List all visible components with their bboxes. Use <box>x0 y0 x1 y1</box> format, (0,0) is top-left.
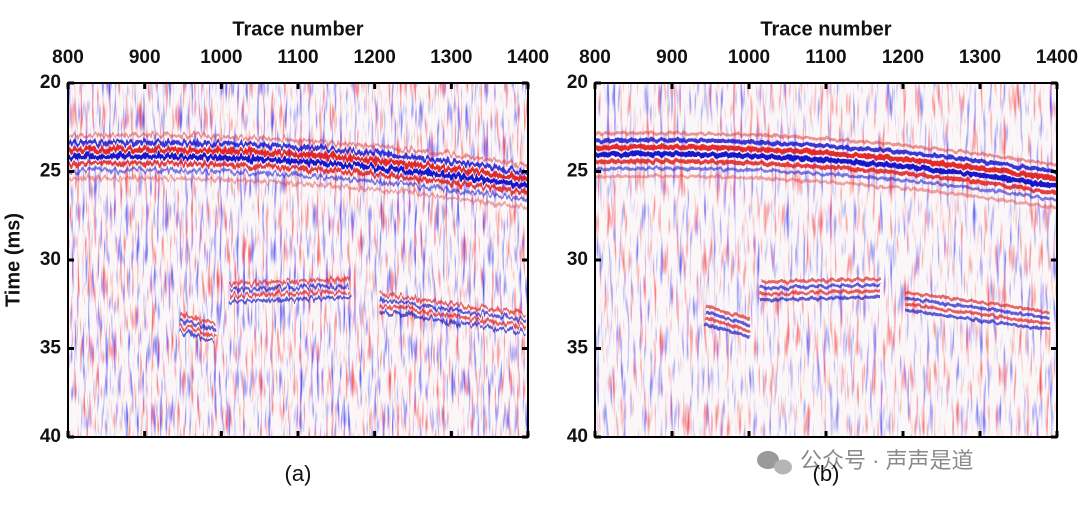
event <box>229 277 351 286</box>
seismic-image <box>68 83 528 437</box>
event <box>379 304 526 328</box>
y-tick-label: 40 <box>40 426 61 447</box>
x-tick-label: 1200 <box>882 47 924 68</box>
x-tick-label: 1400 <box>507 47 549 68</box>
event <box>229 289 351 298</box>
event <box>704 322 751 339</box>
event <box>759 289 881 296</box>
event <box>179 324 216 338</box>
watermark-icon <box>757 451 792 475</box>
event <box>759 295 881 302</box>
event <box>179 312 216 326</box>
event <box>229 295 351 304</box>
x-tick-label: 900 <box>656 47 688 68</box>
x-tick-label: 800 <box>52 47 84 68</box>
x-tick-label: 1400 <box>1036 47 1078 68</box>
x-axis-title: Trace number <box>232 18 363 40</box>
x-tick-label: 1000 <box>200 47 242 68</box>
y-tick-label: 25 <box>567 161 589 182</box>
reflector <box>68 161 528 196</box>
event <box>179 330 216 344</box>
reflector <box>595 131 1057 167</box>
x-tick-label: 1300 <box>430 47 472 68</box>
reflector <box>68 140 528 175</box>
event <box>759 277 881 284</box>
reflector <box>68 133 528 167</box>
x-tick-label: 1100 <box>805 47 846 68</box>
watermark: 公众号 · 声声是道 <box>800 448 974 473</box>
panel-label: (a) <box>285 461 312 486</box>
reflector <box>68 153 528 189</box>
reflector <box>595 151 1057 189</box>
x-axis-title: Trace number <box>760 18 891 40</box>
y-tick-label: 20 <box>40 72 61 93</box>
reflector <box>595 166 1057 202</box>
reflectors <box>68 133 528 344</box>
y-tick-label: 30 <box>567 249 588 270</box>
event <box>759 283 881 290</box>
event <box>179 318 216 332</box>
reflectors <box>595 131 1057 339</box>
reflector <box>595 144 1057 182</box>
reflector <box>68 146 528 182</box>
y-axis-title: Time (ms) <box>2 213 24 307</box>
event <box>379 310 526 334</box>
y-tick-label: 35 <box>40 338 62 359</box>
reflector <box>68 168 528 202</box>
x-tick-label: 800 <box>579 47 611 68</box>
reflector <box>595 138 1057 175</box>
event <box>904 302 1051 326</box>
reflector <box>68 176 528 210</box>
x-tick-label: 900 <box>129 47 161 68</box>
y-tick-label: 35 <box>567 338 589 359</box>
y-tick-label: 25 <box>40 161 62 182</box>
y-tick-label: 20 <box>567 72 588 93</box>
event <box>704 316 751 333</box>
y-tick-label: 40 <box>567 426 588 447</box>
x-tick-label: 1000 <box>728 47 770 68</box>
reflector <box>595 159 1057 196</box>
seismic-image <box>595 83 1057 437</box>
event <box>904 308 1051 332</box>
event <box>904 296 1051 320</box>
event <box>379 298 526 322</box>
reflector <box>595 174 1057 210</box>
panel-label: (b) <box>813 461 840 486</box>
event <box>704 304 751 321</box>
x-tick-label: 1200 <box>354 47 396 68</box>
image-noise <box>595 83 1057 437</box>
x-tick-label: 1300 <box>959 47 1001 68</box>
x-tick-label: 1100 <box>277 47 318 68</box>
event <box>904 290 1051 314</box>
event <box>704 310 751 327</box>
event <box>379 292 526 316</box>
y-tick-label: 30 <box>40 249 61 270</box>
event <box>229 283 351 292</box>
